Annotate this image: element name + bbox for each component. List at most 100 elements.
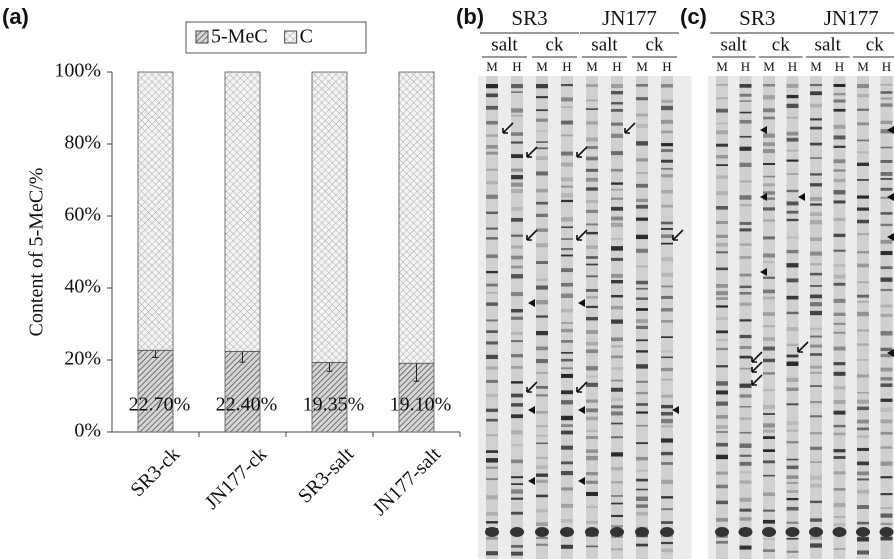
gel-band [810,461,822,463]
gel-band [810,126,822,130]
gel-band [561,390,573,395]
gel-band [833,249,846,252]
gel-band [786,521,799,524]
gel-band [832,527,847,537]
gel-band [611,319,623,324]
lane-label: H [612,59,621,74]
gel-band [786,421,799,426]
gel-band [857,207,869,211]
gel-band [739,93,752,97]
legend-swatch [195,30,209,44]
gel-band [586,275,598,278]
gel-band [810,415,822,418]
gel-band [511,132,523,136]
gel-band [810,285,822,287]
gel-band [561,367,573,370]
gel-band [486,458,498,463]
gel-band [716,143,728,147]
gel-band [786,236,799,239]
value-label: 22.70% [129,394,191,416]
gel-band [611,133,623,138]
arrow [576,381,588,393]
gel-band [636,265,648,268]
gel-band [857,84,869,89]
gel-band [857,537,869,542]
gel-band [561,487,573,491]
gel-band [511,291,523,297]
gel-band [586,187,598,191]
gel-band [857,311,869,317]
gel-band [716,130,728,135]
gel-band [536,411,548,414]
gel-band [763,436,775,440]
gel-band [636,158,648,162]
gel-band [586,84,598,87]
gel-band [586,145,598,149]
lane-label: H [882,59,891,74]
gel-band [486,551,498,556]
gel-band [511,141,523,144]
gel-band [536,285,548,290]
gel-band [833,331,846,334]
gel-band [486,319,498,322]
gel-band [739,285,752,289]
gel-band [716,401,728,406]
gel-band [857,461,869,466]
gel-band [486,145,498,149]
gel-band [511,234,523,237]
gel-band [536,156,548,161]
gel-band [857,374,869,378]
gel-band [763,519,775,524]
arrowhead [887,193,894,201]
gel-band [833,84,846,87]
arrow [751,351,763,363]
gel-band [661,221,673,225]
gel-band [661,105,673,111]
gel-band [511,483,523,485]
gel-band [511,459,523,464]
gel-band [611,188,623,191]
gel-band [586,472,598,476]
bar-segment [398,71,435,364]
gel-band [857,151,869,154]
gel-band [810,536,822,540]
gel-band [857,263,869,268]
arrowhead [578,477,585,485]
gel-band [786,403,799,406]
gel-band [511,381,523,384]
lane-label: M [636,59,648,74]
gel-band [880,120,893,125]
gel-band [786,497,799,501]
gel-band [857,329,869,332]
gel-band [833,502,846,508]
gel-band [739,255,752,259]
lane-label: M [716,59,728,74]
gel-band [739,394,752,398]
lane-label: M [536,59,548,74]
gel-band [511,84,523,89]
gel-band [586,256,598,259]
gel-band [611,387,623,392]
gel-band [536,201,548,205]
gel-band [636,123,648,128]
bar-segment [137,71,174,351]
gel-band [511,245,523,249]
lane [810,76,822,559]
gel-band [857,550,869,555]
gel-band [716,390,728,395]
gel-band [586,520,598,524]
gel-band [857,406,869,411]
gel-band [716,108,728,113]
gel-band [739,135,752,138]
gel-band [880,419,893,424]
gel-band [738,527,753,537]
arrow [576,229,588,241]
gel-band [762,527,776,537]
gel-band [857,359,869,361]
gel-band [586,545,598,548]
gel-band [536,130,548,133]
gel-band [586,245,598,249]
gel-band [763,346,775,351]
gel-band [833,217,846,221]
gel-band [810,543,822,548]
